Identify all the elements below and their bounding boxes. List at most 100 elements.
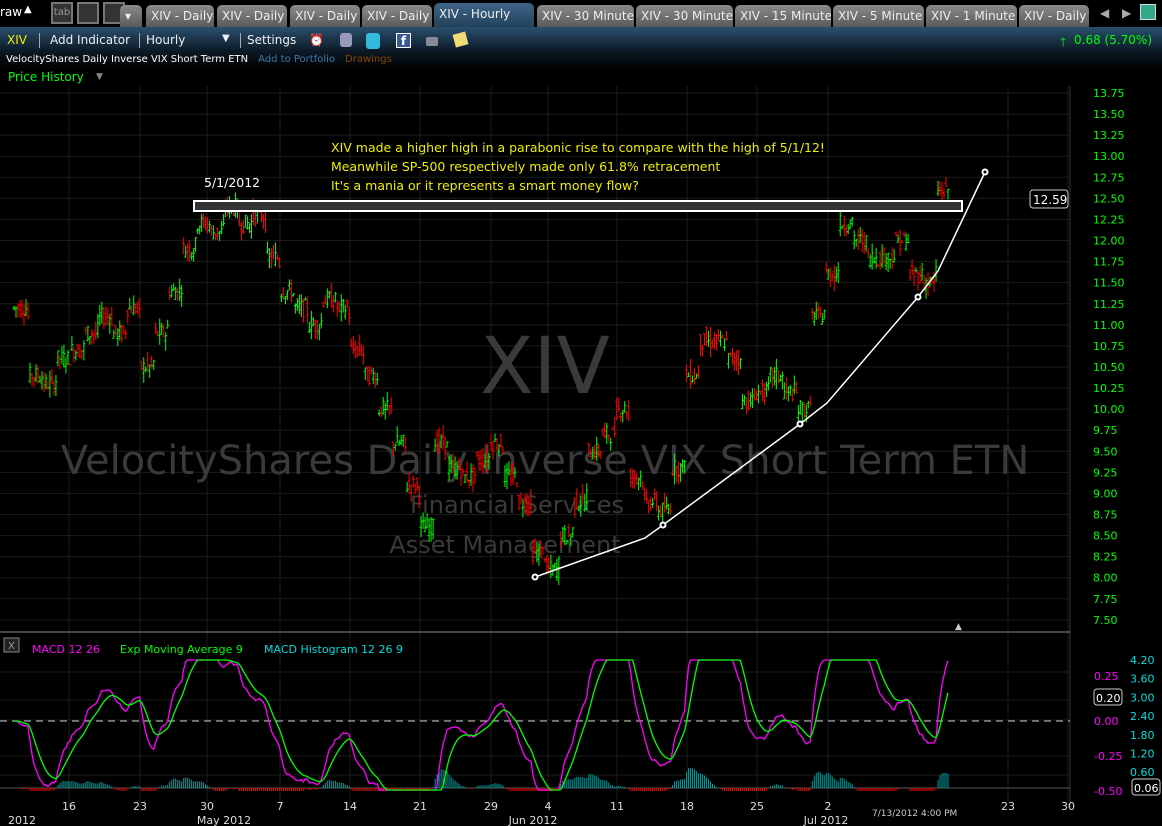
price-bar bbox=[106, 307, 110, 325]
twitter-icon[interactable] bbox=[366, 33, 380, 49]
price-history-label[interactable]: Price History bbox=[8, 70, 84, 84]
price-bar bbox=[924, 277, 928, 299]
price-bar bbox=[619, 412, 623, 422]
tab-10[interactable]: XIV - Daily bbox=[1019, 5, 1089, 27]
price-tick: 12.25 bbox=[1093, 213, 1125, 226]
price-bar bbox=[519, 492, 523, 505]
price-bar bbox=[625, 410, 629, 420]
tab-1[interactable]: XIV - Daily bbox=[217, 5, 287, 27]
price-bar bbox=[200, 213, 204, 233]
price-bar bbox=[214, 233, 218, 241]
price-bar bbox=[685, 364, 689, 382]
date-tick: 29 bbox=[484, 800, 498, 813]
collapse-icon[interactable]: ▲ bbox=[24, 4, 32, 15]
price-bar bbox=[828, 267, 832, 287]
close-indicator-button[interactable] bbox=[3, 637, 20, 653]
tab-8[interactable]: XIV - 5 Minute bbox=[833, 5, 924, 27]
settings-button[interactable]: Settings bbox=[247, 33, 297, 47]
price-bar bbox=[381, 396, 385, 415]
price-bar bbox=[585, 483, 589, 511]
price-bar bbox=[132, 295, 136, 315]
tab-3[interactable]: XIV - Daily bbox=[362, 5, 432, 27]
price-tick: 9.75 bbox=[1093, 424, 1118, 437]
price-bar bbox=[220, 220, 224, 235]
price-tick: 9.50 bbox=[1093, 445, 1118, 458]
price-bar bbox=[874, 247, 878, 269]
price-bar bbox=[513, 467, 517, 479]
symbol-field[interactable]: XIV bbox=[7, 33, 27, 47]
price-bar bbox=[269, 248, 273, 269]
price-bar bbox=[597, 443, 601, 458]
price-bar bbox=[810, 308, 814, 320]
price-bar bbox=[80, 349, 84, 360]
parabolic-trendline bbox=[534, 171, 986, 578]
price-bar bbox=[216, 227, 220, 241]
price-bar bbox=[94, 321, 98, 341]
watermark-industry: Asset Management bbox=[389, 531, 620, 559]
scroll-right-icon[interactable]: ▶ bbox=[1122, 6, 1132, 20]
price-bar bbox=[563, 525, 567, 546]
drawings-link[interactable]: Drawings bbox=[345, 54, 392, 65]
price-bar bbox=[285, 290, 289, 301]
annotation-line-1: XIV made a higher high in a parabonic ri… bbox=[331, 140, 825, 155]
price-bar bbox=[792, 375, 796, 395]
price-bar bbox=[188, 240, 192, 263]
ema-signal-line bbox=[14, 659, 949, 791]
tab-view-button[interactable]: tab bbox=[51, 2, 73, 24]
price-bar bbox=[104, 306, 108, 327]
price-bar bbox=[726, 353, 730, 369]
facebook-icon[interactable]: f bbox=[396, 33, 411, 48]
chart-toolbar: XIV Add Indicator Hourly ▼ Settings ⏰ f … bbox=[0, 27, 1162, 87]
tab-7[interactable]: XIV - 15 Minute bbox=[735, 5, 831, 27]
price-bar bbox=[451, 453, 455, 474]
interval-select[interactable]: Hourly bbox=[146, 33, 186, 47]
price-bar bbox=[206, 217, 210, 234]
price-bar bbox=[38, 375, 42, 383]
price-bar bbox=[661, 502, 665, 523]
price-bar bbox=[208, 220, 212, 233]
chevron-down-icon[interactable]: ▼ bbox=[222, 33, 230, 44]
price-bar bbox=[323, 295, 327, 304]
price-bar bbox=[866, 247, 870, 258]
layout-grid-icon[interactable] bbox=[1140, 4, 1156, 20]
price-bar bbox=[385, 391, 389, 411]
price-bar bbox=[307, 321, 311, 333]
price-bar bbox=[707, 330, 711, 347]
tab-6[interactable]: XIV - 30 Minute bbox=[636, 5, 733, 27]
tab-4[interactable]: XIV - Hourly bbox=[434, 3, 534, 28]
price-bar bbox=[774, 358, 778, 390]
price-bar bbox=[24, 299, 28, 317]
price-bar bbox=[916, 270, 920, 291]
price-bar bbox=[571, 526, 575, 538]
alarm-clock-icon[interactable]: ⏰ bbox=[309, 33, 324, 47]
tab-list-dropdown[interactable]: ▾ bbox=[120, 5, 142, 27]
tab-5[interactable]: XIV - 30 Minute bbox=[537, 5, 634, 27]
timestamp-label: 7/13/2012 4:00 PM bbox=[872, 809, 957, 819]
draw-menu[interactable]: raw bbox=[0, 5, 23, 19]
price-bar bbox=[766, 376, 770, 391]
database-icon[interactable] bbox=[340, 33, 352, 47]
price-bar bbox=[353, 340, 357, 359]
price-bar bbox=[315, 319, 319, 340]
price-bar bbox=[527, 497, 531, 517]
price-tick: 11.50 bbox=[1093, 277, 1125, 290]
add-to-portfolio-link[interactable]: Add to Portfolio bbox=[258, 54, 336, 65]
grid-layout-icon[interactable] bbox=[77, 2, 99, 24]
price-bar bbox=[713, 332, 717, 350]
month-label: Jul 2012 bbox=[803, 814, 849, 826]
price-bar bbox=[541, 546, 545, 555]
scroll-left-icon[interactable]: ◀ bbox=[1100, 6, 1110, 20]
price-bar bbox=[693, 368, 697, 385]
price-bar bbox=[703, 333, 707, 346]
price-bar bbox=[351, 336, 355, 355]
camera-icon[interactable] bbox=[426, 37, 438, 46]
price-bar bbox=[431, 518, 435, 540]
tab-2[interactable]: XIV - Daily bbox=[290, 5, 360, 27]
price-tick: 12.50 bbox=[1093, 192, 1125, 205]
price-bar bbox=[375, 372, 379, 386]
chevron-down-icon[interactable]: ▼ bbox=[96, 72, 103, 82]
add-indicator-button[interactable]: Add Indicator bbox=[50, 33, 131, 47]
tab-9[interactable]: XIV - 1 Minute bbox=[926, 5, 1017, 27]
tab-0[interactable]: XIV - Daily bbox=[146, 5, 214, 27]
